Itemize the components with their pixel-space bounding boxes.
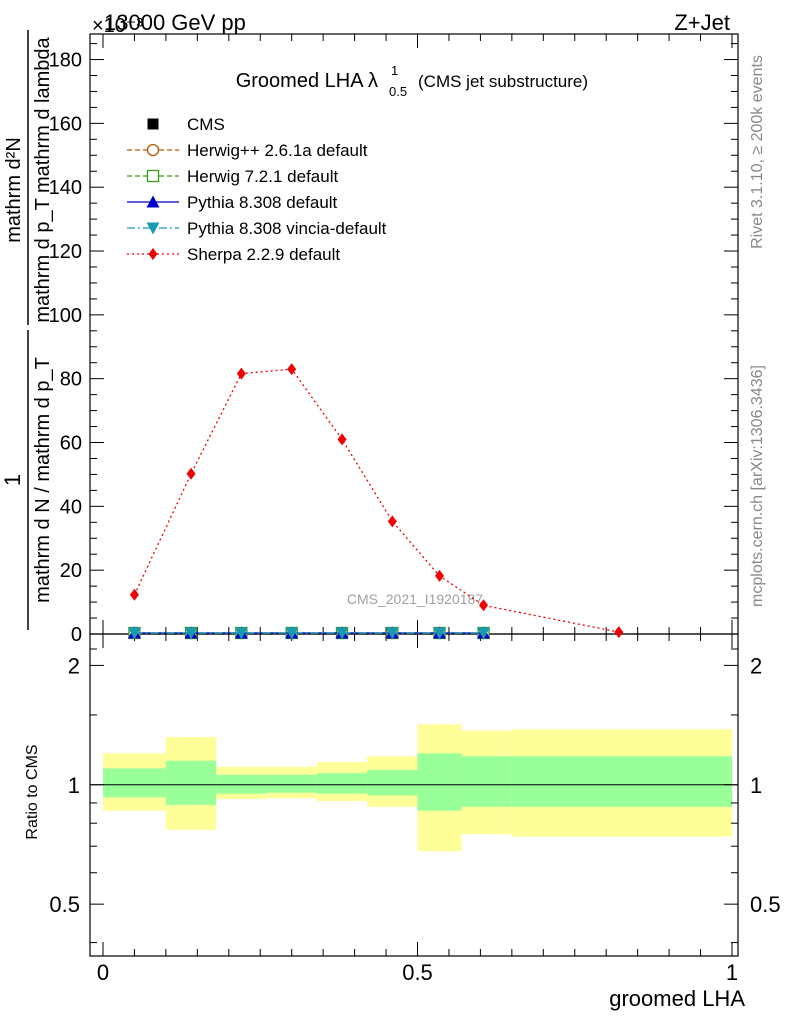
legend-marker: [146, 169, 160, 183]
data-point: [385, 627, 399, 640]
data-point: [614, 626, 624, 639]
ratio-y-tick-label: 1: [68, 773, 80, 798]
legend: CMS Herwig++ 2.6.1a default Herwig 7.2.1 d…: [127, 115, 387, 264]
y-tick-label: 140: [49, 177, 82, 199]
data-point: [287, 363, 297, 376]
x-tick-label: 1: [726, 960, 738, 985]
x-tick-label: 0.5: [402, 960, 433, 985]
data-point: [285, 627, 299, 640]
data-point: [477, 627, 491, 640]
y-tick-label: 40: [60, 496, 82, 518]
legend-entry: Herwig++ 2.6.1a default: [127, 141, 368, 160]
mcplots-label: mcplots.cern.ch [arXiv:1306.3436]: [749, 365, 766, 607]
legend-marker: [146, 143, 160, 157]
plot-title-sub: 0.5: [389, 84, 407, 99]
legend-label: Pythia 8.308 vincia-default: [187, 219, 387, 238]
rivet-version-label: Rivet 3.1.10, ≥ 200k events: [749, 55, 766, 249]
legend-entry: Pythia 8.308 vincia-default: [127, 219, 387, 238]
legend-label: Sherpa 2.2.9 default: [187, 245, 340, 264]
plot-title-main: Groomed LHA λ: [236, 70, 378, 92]
ratio-inner-band: [165, 760, 217, 805]
y-tick-label: 0: [71, 624, 82, 646]
series-line: [133, 368, 619, 633]
ratio-y-tick-label-right: 2: [750, 653, 762, 678]
data-point: [236, 367, 246, 380]
y-tick-label: 160: [49, 113, 82, 135]
plot-title: Groomed LHA λ: [236, 70, 378, 92]
ratio-y-tick-label-right: 1: [750, 773, 762, 798]
ratio-inner-band: [266, 774, 317, 793]
ratio-inner-band: [103, 768, 166, 798]
y-tick-label: 80: [60, 369, 82, 391]
data-point: [433, 627, 447, 640]
ylabel-denominator: mathrm d p_T mathrm d lambda: [32, 36, 54, 322]
series-pythia-8-308-vincia-default: [127, 627, 491, 640]
data-point: [234, 627, 248, 640]
series-sherpa-2-2-9-default: [129, 363, 624, 639]
ratio-ticks: 0.5 0.5 1 1 2 2 0 0.5 1: [49, 634, 781, 985]
legend-label: Herwig 7.2.1 default: [187, 167, 338, 186]
ratio-inner-band: [417, 753, 462, 811]
ylabel-numerator: mathrm d²N: [3, 137, 25, 243]
plot-title-sup: 1: [391, 63, 398, 78]
ratio-plot-frame: [89, 633, 739, 957]
ratio-y-tick-label-right: 0.5: [750, 892, 781, 917]
ratio-inner-band: [216, 774, 267, 794]
energy-label: 13000 GeV pp: [104, 10, 246, 35]
legend-marker: [147, 118, 159, 130]
data-point: [127, 627, 141, 640]
plot-title-suffix: (CMS jet substructure): [418, 72, 588, 91]
exponent-label: ×10⁻³: [92, 15, 143, 37]
data-point: [335, 627, 349, 640]
legend-entry: Sherpa 2.2.9 default: [127, 245, 340, 264]
x-axis-label: groomed LHA: [609, 986, 745, 1011]
ratio-inner-band: [461, 756, 512, 807]
legend-entry: Herwig 7.2.1 default: [127, 167, 338, 186]
ratio-inner-band: [316, 773, 368, 794]
analysis-watermark: CMS_2021_I1920187: [347, 591, 483, 607]
legend-marker: [146, 222, 160, 235]
legend-label: Herwig++ 2.6.1a default: [187, 141, 368, 160]
legend-entry: Pythia 8.308 default: [127, 193, 338, 212]
y-tick-label: 180: [49, 50, 82, 72]
legend-label: CMS: [187, 115, 225, 134]
data-point: [435, 569, 445, 582]
ratio-y-axis-label: Ratio to CMS: [24, 744, 41, 839]
ratio-inner-band: [511, 756, 732, 807]
data-point: [186, 467, 196, 480]
y-tick-label: 100: [49, 305, 82, 327]
ylabel-prefix-den: mathrm d N / mathrm d p_T: [32, 357, 54, 603]
legend-marker: [148, 248, 158, 260]
series-layer: [127, 363, 624, 640]
legend-label: Pythia 8.308 default: [187, 193, 338, 212]
data-point: [479, 599, 489, 612]
ratio-y-tick-label: 2: [68, 653, 80, 678]
x-tick-label: 0: [97, 960, 109, 985]
y-tick-label: 120: [49, 241, 82, 263]
ratio-y-tick-label: 0.5: [49, 892, 80, 917]
y-tick-label: 60: [60, 433, 82, 455]
ylabel-prefix-num: 1: [0, 474, 25, 486]
ratio-inner-band: [367, 769, 418, 796]
data-point: [184, 627, 198, 640]
process-label: Z+Jet: [674, 10, 730, 35]
data-point: [387, 515, 397, 528]
legend-entry: CMS: [147, 115, 225, 134]
legend-marker: [146, 195, 160, 208]
data-point: [129, 588, 139, 601]
y-tick-label: 20: [60, 560, 82, 582]
main-ticks: 0 20 40 60 80 100 120 140 160 180: [49, 34, 738, 646]
main-y-axis-label: 1 mathrm d N / mathrm d p_T mathrm d²N m…: [0, 30, 54, 630]
data-point: [337, 433, 347, 446]
ratio-bands: [90, 724, 738, 852]
